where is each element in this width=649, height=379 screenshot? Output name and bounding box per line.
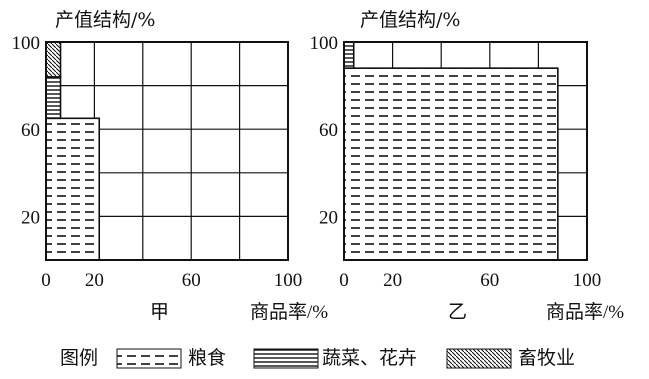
panel-jia-title: 甲 (150, 301, 169, 323)
segment-vegetables (343, 41, 355, 69)
y-tick-label: 100 (12, 33, 41, 54)
panel-yi-ylabel: 产值结构/% (360, 9, 460, 31)
panel-jia-xlabel: 商品率/% (250, 301, 328, 323)
legend-swatch-livestock (446, 348, 512, 369)
segment-grain (45, 117, 101, 261)
y-tick-label: 60 (21, 120, 40, 141)
y-tick-label: 20 (21, 207, 40, 228)
x-tick-label: 0 (41, 270, 51, 291)
segment-vegetables (45, 76, 62, 120)
x-tick-label: 100 (274, 270, 303, 291)
x-tick-label: 20 (85, 270, 104, 291)
plot-frame (343, 41, 588, 261)
panel-jia-plot: 20 60 100 0 20 60 100 (12, 33, 303, 291)
panel-jia: 产值结构/% 20 60 100 0 20 60 100 商品率/% 甲 (12, 9, 329, 323)
x-tick-label: 0 (339, 270, 349, 291)
y-tick-label: 60 (319, 120, 338, 141)
legend-label-grain: 粮食 (188, 347, 226, 369)
x-tick-label: 60 (480, 270, 499, 291)
y-tick-label: 100 (310, 33, 339, 54)
panel-yi-xlabel: 商品率/% (546, 301, 624, 323)
legend: 图例 粮食 蔬菜、花卉 畜牧业 (60, 347, 575, 369)
segment-grain (343, 67, 559, 261)
panel-yi: 产值结构/% 20 60 100 0 20 60 100 商品率/% 乙 (310, 9, 625, 323)
panel-yi-plot: 20 60 100 0 20 60 100 (310, 33, 602, 291)
legend-swatch-vegetables (253, 348, 319, 369)
segment-livestock (45, 41, 62, 78)
legend-label-vegetables: 蔬菜、花卉 (322, 347, 417, 369)
legend-title: 图例 (60, 347, 98, 369)
x-tick-label: 100 (573, 270, 602, 291)
panel-yi-title: 乙 (448, 301, 467, 323)
y-tick-label: 20 (319, 207, 338, 228)
legend-swatch-grain (116, 348, 182, 369)
panel-jia-ylabel: 产值结构/% (55, 9, 155, 31)
x-tick-label: 20 (383, 270, 402, 291)
x-tick-label: 60 (182, 270, 201, 291)
legend-label-livestock: 畜牧业 (518, 347, 575, 369)
plot-frame (45, 41, 289, 261)
